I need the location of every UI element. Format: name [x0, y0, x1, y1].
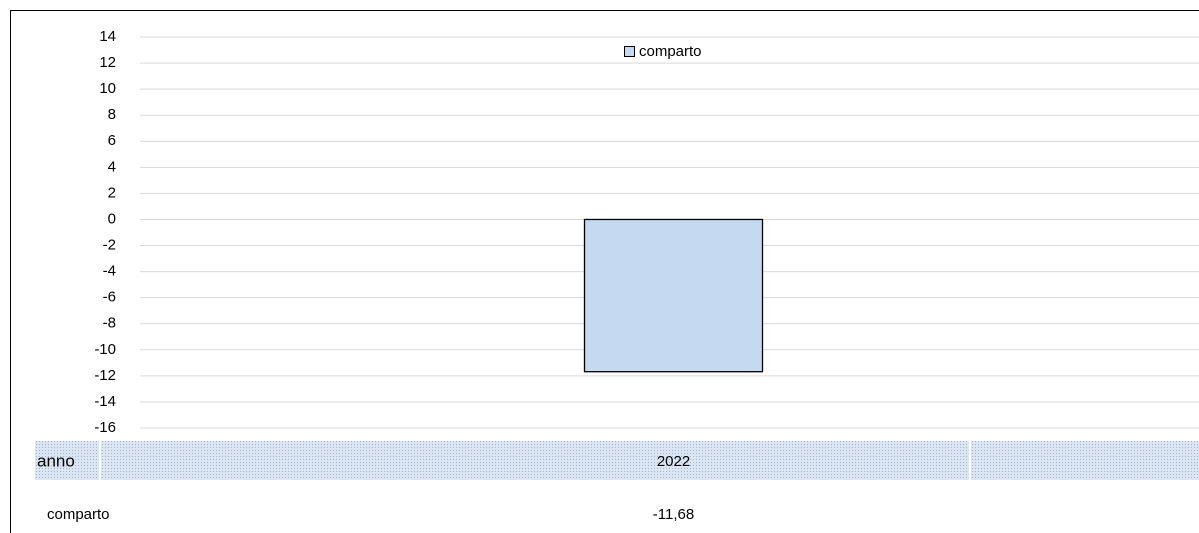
- y-tick-label: 8: [108, 106, 116, 123]
- bar: [583, 218, 764, 373]
- y-tick-label: -8: [103, 315, 116, 332]
- y-tick-label: -14: [94, 393, 116, 410]
- table-header-band: [35, 441, 1199, 480]
- y-tick-label: -12: [94, 367, 116, 384]
- table-header-category: 2022: [657, 453, 690, 470]
- y-tick-label: -10: [94, 341, 116, 358]
- y-tick-label: 14: [99, 28, 116, 45]
- table-value: -11,68: [653, 506, 694, 523]
- legend-swatch: [624, 46, 635, 57]
- y-tick-label: 2: [108, 184, 116, 201]
- y-tick-label: -4: [103, 263, 116, 280]
- y-tick-label: -6: [103, 289, 116, 306]
- table-header-label: anno: [37, 451, 75, 470]
- y-tick-label: 4: [108, 158, 116, 175]
- y-tick-label: 0: [108, 210, 116, 227]
- y-tick-label: -2: [103, 237, 116, 254]
- table-row-label: comparto: [47, 506, 110, 523]
- y-tick-label: 10: [99, 80, 116, 97]
- y-tick-label: 12: [99, 54, 116, 71]
- y-tick-label: -16: [94, 419, 116, 436]
- legend-label: comparto: [639, 43, 702, 60]
- y-tick-label: 6: [108, 132, 116, 149]
